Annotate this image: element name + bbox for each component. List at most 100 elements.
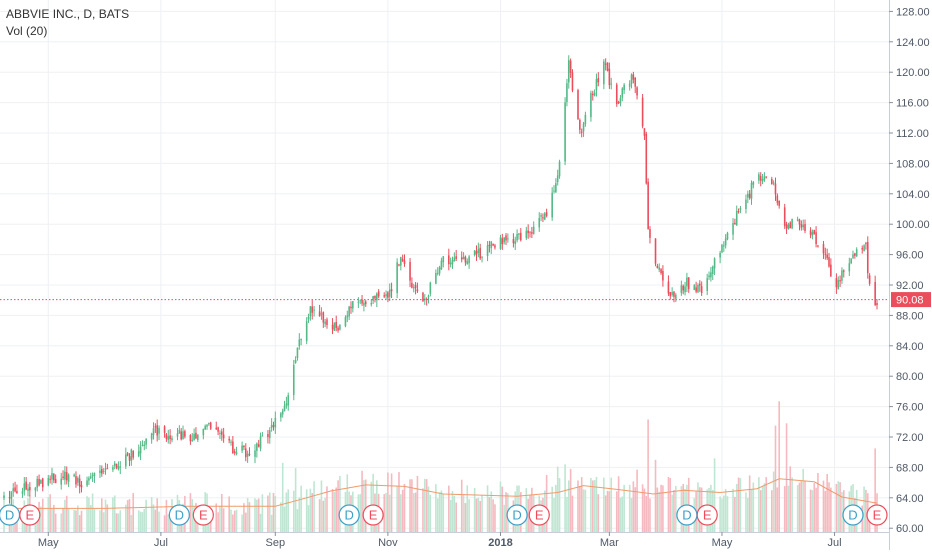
candle-body [723, 245, 725, 247]
candle-body [89, 476, 92, 479]
candle-body [700, 286, 703, 293]
dividend-marker[interactable]: D [676, 504, 698, 526]
earnings-marker[interactable]: E [696, 504, 718, 526]
volume-bar [292, 490, 295, 532]
earnings-marker[interactable]: E [528, 504, 550, 526]
candle-body [243, 445, 245, 448]
candle-body [527, 230, 529, 234]
candle-body [283, 405, 286, 412]
candle-body [274, 417, 277, 428]
volume-bar [283, 506, 286, 532]
dividend-marker[interactable]: D [0, 504, 21, 526]
volume-bar [455, 502, 457, 532]
earnings-marker[interactable]: E [362, 504, 384, 526]
volume-bar [363, 480, 365, 532]
volume-bar [804, 480, 806, 532]
candle-body [235, 452, 238, 455]
candle-body [337, 327, 339, 331]
earnings-marker[interactable]: E [866, 504, 888, 526]
volume-bar [64, 499, 66, 532]
candle-body [280, 413, 282, 418]
candle-body [412, 287, 415, 289]
candle-body [196, 434, 199, 440]
volume-bar [619, 497, 622, 532]
volume-bar [139, 511, 142, 532]
volume-bar [721, 498, 723, 532]
price-tick-label: 68.00 [896, 462, 924, 474]
candle-body [514, 241, 517, 244]
candle-body [566, 83, 568, 102]
volume-bar [739, 478, 742, 532]
candle-body [848, 263, 851, 272]
candle-body [339, 324, 341, 330]
volume-bar [281, 462, 284, 532]
candle-body [643, 128, 646, 136]
candle-body [150, 433, 153, 440]
candle-body [401, 259, 404, 261]
candle-body [481, 256, 483, 258]
time-axis[interactable]: May Jul Sep Nov 2018 Mar May Jul [0, 532, 889, 550]
volume-bar [217, 512, 219, 532]
earnings-marker[interactable]: E [192, 504, 214, 526]
candle-body [551, 192, 553, 218]
candle-body [272, 425, 275, 427]
chart-title[interactable]: ABBVIE INC., D, BATS [6, 7, 130, 21]
candle-body [73, 474, 75, 477]
volume-bar [798, 482, 801, 532]
volume-bar [424, 478, 426, 532]
candle-body [874, 281, 876, 306]
price-axis[interactable]: 60.00 64.00 68.00 72.00 76.00 80.00 84.00 88.00… [889, 0, 932, 550]
price-axis-background [889, 0, 932, 550]
candle-body [438, 267, 441, 274]
candle-body [132, 451, 134, 458]
candle-body [545, 212, 548, 216]
candle-body [628, 83, 631, 87]
candle-body [800, 223, 803, 228]
dividend-marker[interactable]: D [168, 504, 190, 526]
candle-body [503, 237, 505, 243]
candle-body [374, 295, 376, 299]
volume-bar [427, 486, 430, 532]
volume-bar [486, 485, 489, 532]
volume-bar [130, 514, 133, 532]
candle-body [388, 289, 391, 297]
volume-bar [189, 493, 192, 532]
volume-bar [435, 484, 437, 532]
volume-bar [464, 503, 467, 532]
candle-body [38, 478, 40, 486]
candle-body [233, 451, 236, 453]
candle-body [761, 179, 764, 182]
volume-bar [165, 499, 168, 532]
candle-body [603, 61, 605, 85]
volume-bar [102, 512, 105, 532]
dividend-marker[interactable]: D [506, 504, 528, 526]
candle-body [204, 425, 206, 430]
volume-bar [339, 476, 341, 532]
volume-bar [152, 504, 155, 532]
candle-body [209, 422, 212, 429]
volume-bar [449, 499, 452, 532]
earnings-marker-label: E [703, 508, 712, 523]
candle-body [67, 474, 70, 482]
candle-body [169, 435, 171, 440]
candle-body [571, 72, 574, 91]
volume-label[interactable]: Vol (20) [6, 24, 48, 38]
volume-bar [763, 483, 766, 532]
candle-body [429, 282, 432, 294]
candles[interactable] [3, 55, 878, 506]
candle-body [778, 201, 780, 206]
earnings-marker[interactable]: E [19, 504, 41, 526]
candle-body [101, 468, 103, 474]
volume-bar [145, 499, 147, 532]
earnings-marker-label: E [26, 508, 35, 523]
dividend-marker[interactable]: D [338, 504, 360, 526]
candle-body [724, 238, 727, 246]
volume-bar [191, 499, 194, 532]
volume-bar [359, 494, 362, 532]
candle-body [671, 292, 673, 295]
dividend-marker[interactable]: D [842, 504, 864, 526]
volume-bar [593, 480, 596, 532]
